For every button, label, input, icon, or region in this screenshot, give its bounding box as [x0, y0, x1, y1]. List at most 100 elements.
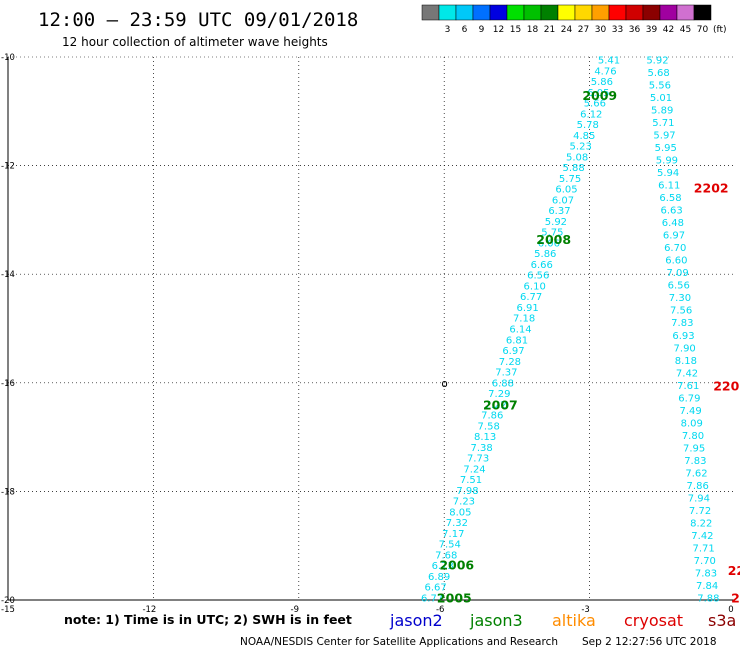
y-tick-label: -20	[1, 596, 15, 606]
wave-height-value: 6.63	[661, 206, 683, 217]
wave-height-value: 6.66	[531, 260, 553, 271]
x-tick-label: -6	[436, 605, 444, 615]
time-label: 2202	[694, 180, 729, 195]
wave-height-value: 5.86	[591, 77, 613, 88]
wave-height-value: 5.08	[566, 152, 588, 163]
wave-height-value: 5.56	[649, 81, 671, 92]
wave-height-value: 8.05	[449, 507, 471, 518]
x-tick-label: -9	[291, 605, 299, 615]
scale-swatch	[608, 4, 627, 21]
wave-height-value: 7.37	[495, 368, 517, 379]
wave-height-value: 6.89	[428, 572, 450, 583]
wave-height-value: 5.95	[655, 143, 677, 154]
wave-height-value: 7.42	[691, 531, 713, 542]
y-tick-label: -10	[1, 53, 15, 63]
wave-height-value: 7.61	[677, 381, 699, 392]
scale-label: 42	[663, 25, 674, 35]
satellite-name: jason2	[389, 611, 443, 630]
graticule	[8, 57, 735, 600]
scale-label: 15	[510, 25, 521, 35]
time-label: 2005	[437, 590, 472, 605]
time-label: 2201	[713, 379, 740, 394]
wave-height-value: 7.68	[435, 550, 457, 561]
x-tick-label: -15	[1, 605, 15, 615]
wave-height-value: 5.01	[650, 93, 672, 104]
wave-height-value: 5.92	[545, 217, 567, 228]
plot-area: -15 -12 -9 -6 -3 0 -10 -12 -14 -16 -18 -20 5.414.76…	[1, 53, 740, 615]
scale-swatch	[625, 4, 644, 21]
satellite-name: altika	[552, 611, 596, 630]
scale-swatch	[659, 4, 678, 21]
scale-swatch	[472, 4, 491, 21]
wave-height-value: 6.05	[587, 88, 609, 99]
wave-height-value: 6.93	[672, 331, 694, 342]
time-label: 2007	[483, 398, 518, 413]
wave-height-value: 6.91	[516, 303, 538, 314]
scale-swatch	[421, 4, 440, 21]
x-tick-label: -3	[581, 605, 589, 615]
wave-height-value: 5.71	[652, 118, 674, 129]
wave-height-value: 7.58	[478, 421, 500, 432]
wave-height-value: 5.99	[656, 156, 678, 167]
wave-height-value: 7.71	[692, 543, 714, 554]
wave-height-value: 5.97	[653, 131, 675, 142]
wave-height-value: 5.89	[651, 106, 673, 117]
wave-height-value: 8.09	[681, 418, 703, 429]
wave-height-value: 6.97	[663, 231, 685, 242]
scale-swatch	[506, 4, 525, 21]
time-label: 22	[728, 563, 740, 578]
wave-height-value: 6.60	[665, 256, 687, 267]
wave-height-value: 5.68	[648, 68, 670, 79]
wave-height-value: 5.86	[534, 249, 556, 260]
color-scale-legend: 3 6 9 12 15 18 21 24 27 30 33 36 39 42 45 70 (ft)	[421, 4, 727, 35]
wave-height-value: 6.88	[492, 378, 514, 389]
scale-label: 3	[445, 25, 451, 35]
scale-swatch	[676, 4, 695, 21]
footer-note: note: 1) Time is in UTC; 2) SWH is in fe…	[64, 612, 352, 627]
time-label: 2009	[582, 88, 617, 103]
scale-swatch	[574, 4, 593, 21]
wave-height-value: 7.23	[453, 497, 475, 508]
wave-height-value: 7.18	[513, 314, 535, 325]
wave-height-value: 7.38	[470, 443, 492, 454]
wave-height-value: 7.24	[463, 464, 485, 475]
wave-height-value: 6.11	[658, 181, 680, 192]
wave-height-value: 6.05	[555, 185, 577, 196]
satellite-name: s3a	[708, 611, 736, 630]
wave-height-value: 6.10	[524, 281, 546, 292]
satellite-tracks: 5.414.765.866.055.666.125.784.855.235.08…	[421, 56, 720, 605]
wave-height-value: 5.75	[559, 174, 581, 185]
footer-credit: NOAA/NESDIS Center for Satellite Applica…	[240, 636, 558, 648]
wave-height-value: 7.54	[439, 540, 461, 551]
wave-height-value: 7.80	[682, 431, 704, 442]
wave-height-value: 7.62	[685, 468, 707, 479]
wave-height-value: 7.88	[697, 593, 719, 604]
x-tick-label: -12	[142, 605, 156, 615]
wave-height-value: 7.22	[485, 400, 507, 411]
wave-height-value: 7.90	[674, 343, 696, 354]
wave-height-value: 7.72	[689, 506, 711, 517]
wave-height-value: 8.18	[675, 356, 697, 367]
scale-swatch	[540, 4, 559, 21]
y-tick-label: -16	[1, 379, 15, 389]
y-tick-label: -12	[1, 162, 15, 172]
scale-swatch	[455, 4, 474, 21]
wave-height-value: 7.28	[499, 357, 521, 368]
scale-label: 70	[697, 25, 709, 35]
scale-label: 12	[493, 25, 504, 35]
y-tick-label: -14	[1, 270, 15, 280]
wave-height-value: 7.73	[467, 454, 489, 465]
scale-label: 18	[527, 25, 539, 35]
scale-label: 39	[646, 25, 658, 35]
time-label: 2008	[536, 232, 571, 247]
wave-height-value: 8.13	[474, 432, 496, 443]
scale-label: 6	[462, 25, 468, 35]
time-label: 2	[731, 590, 740, 605]
wave-height-value: 6.73	[432, 561, 454, 572]
wave-height-value: 5.94	[657, 168, 679, 179]
wave-height-value: 7.42	[676, 368, 698, 379]
scale-label: 27	[578, 25, 589, 35]
wave-height-value: 8.22	[690, 518, 712, 529]
wave-height-value: 7.98	[456, 486, 478, 497]
